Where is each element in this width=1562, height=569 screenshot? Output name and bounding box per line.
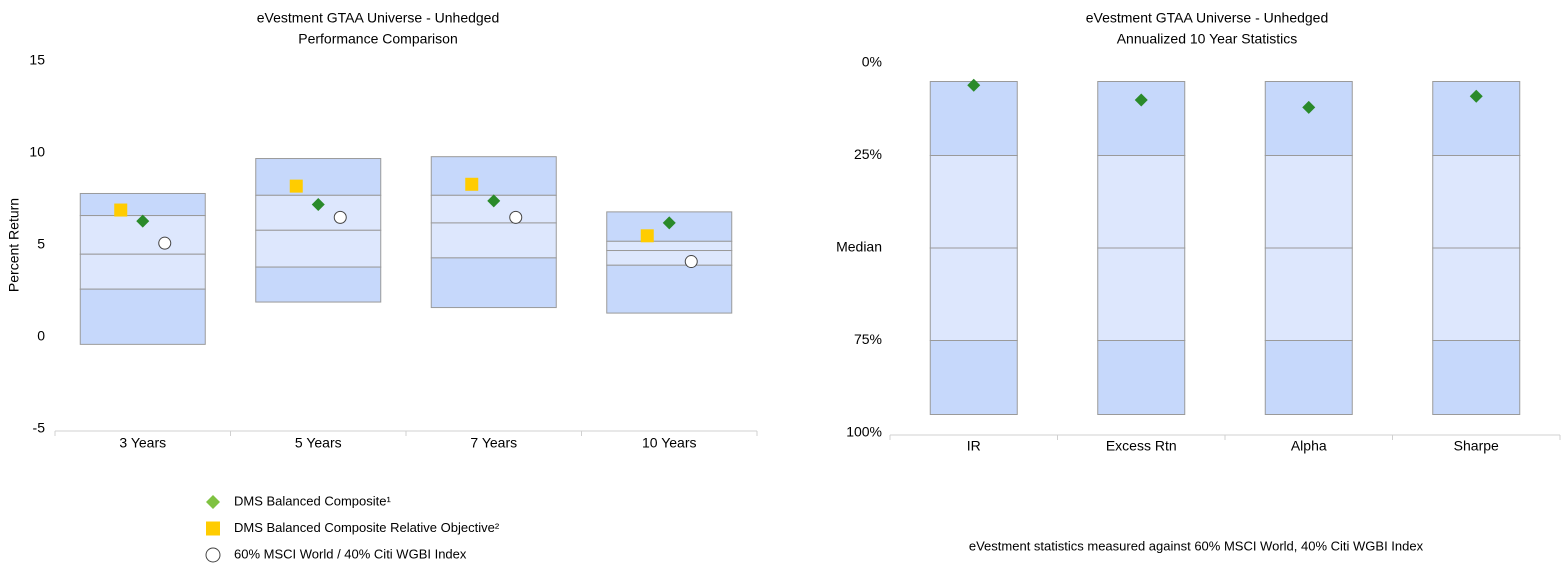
y-tick-label: 25% bbox=[854, 146, 882, 162]
percentile-band bbox=[929, 155, 1018, 249]
marker-square bbox=[640, 229, 654, 243]
marker-square bbox=[465, 177, 479, 191]
chart-note: eVestment statistics measured against 60… bbox=[969, 538, 1424, 553]
y-tick-label: 10 bbox=[29, 144, 45, 160]
percentile-band bbox=[929, 247, 1018, 341]
percentile-band bbox=[606, 250, 733, 266]
percentile-band bbox=[255, 229, 382, 268]
legend-label: DMS Balanced Composite¹ bbox=[234, 493, 391, 508]
percentile-band bbox=[430, 222, 557, 259]
percentile-band bbox=[255, 158, 382, 196]
percentile-band bbox=[1097, 155, 1186, 249]
percentile-band bbox=[1097, 340, 1186, 415]
y-axis-label: Percent Return bbox=[6, 198, 22, 292]
y-tick-label: 100% bbox=[846, 424, 882, 440]
percentile-band bbox=[79, 253, 206, 290]
marker-diamond bbox=[662, 216, 676, 230]
marker-diamond bbox=[1134, 93, 1148, 107]
percentile-band bbox=[1264, 81, 1353, 156]
percentile-band bbox=[606, 240, 733, 252]
marker-square bbox=[114, 203, 128, 217]
x-tick-label: Sharpe bbox=[1454, 438, 1499, 454]
x-tick-label: 3 Years bbox=[119, 435, 166, 451]
percentile-band bbox=[1264, 247, 1353, 341]
percentile-band bbox=[929, 340, 1018, 415]
marker-square bbox=[289, 179, 303, 193]
marker-square bbox=[206, 521, 220, 536]
marker-circle bbox=[333, 210, 347, 224]
percentile-band bbox=[1432, 340, 1521, 415]
percentile-band bbox=[1097, 81, 1186, 156]
percentile-band bbox=[79, 192, 206, 217]
marker-circle bbox=[684, 255, 698, 269]
percentile-band bbox=[430, 257, 557, 309]
y-tick-label: 15 bbox=[29, 52, 45, 68]
percentile-band bbox=[79, 288, 206, 345]
x-tick-label: 7 Years bbox=[470, 435, 517, 451]
percentile-band bbox=[255, 266, 382, 303]
percentile-band bbox=[1264, 340, 1353, 415]
marker-diamond bbox=[206, 495, 220, 509]
percentile-band bbox=[606, 264, 733, 314]
marker-circle bbox=[509, 210, 523, 224]
y-tick-label: 0% bbox=[862, 54, 882, 70]
chart-subtitle: Performance Comparison bbox=[298, 31, 458, 47]
y-tick-label: 0 bbox=[37, 328, 45, 344]
chart-title: eVestment GTAA Universe - Unhedged bbox=[1086, 10, 1329, 26]
marker-diamond bbox=[967, 78, 981, 92]
y-tick-label: 75% bbox=[854, 331, 882, 347]
percentile-band bbox=[1097, 247, 1186, 341]
chart-title: eVestment GTAA Universe - Unhedged bbox=[257, 10, 500, 26]
legend-label: DMS Balanced Composite Relative Objectiv… bbox=[234, 520, 500, 535]
x-tick-label: Alpha bbox=[1291, 438, 1327, 454]
marker-diamond bbox=[311, 198, 325, 212]
percentile-band bbox=[1432, 247, 1521, 341]
y-tick-label: Median bbox=[836, 239, 882, 255]
y-tick-label: 5 bbox=[37, 236, 45, 252]
x-tick-label: Excess Rtn bbox=[1106, 438, 1177, 454]
percentile-band bbox=[929, 81, 1018, 156]
marker-diamond bbox=[487, 194, 501, 208]
percentile-band bbox=[1432, 155, 1521, 249]
x-tick-label: 10 Years bbox=[642, 435, 697, 451]
marker-diamond bbox=[136, 214, 150, 228]
marker-circle bbox=[205, 547, 221, 563]
marker-diamond bbox=[1302, 100, 1316, 114]
marker-circle bbox=[158, 236, 172, 250]
x-tick-label: IR bbox=[967, 438, 981, 454]
percentile-band bbox=[1264, 155, 1353, 249]
marker-diamond bbox=[1469, 89, 1483, 103]
percentile-band bbox=[430, 156, 557, 196]
legend-label: 60% MSCI World / 40% Citi WGBI Index bbox=[234, 546, 467, 561]
x-tick-label: 5 Years bbox=[295, 435, 342, 451]
chart-subtitle: Annualized 10 Year Statistics bbox=[1117, 31, 1298, 47]
y-tick-label: -5 bbox=[33, 420, 46, 436]
